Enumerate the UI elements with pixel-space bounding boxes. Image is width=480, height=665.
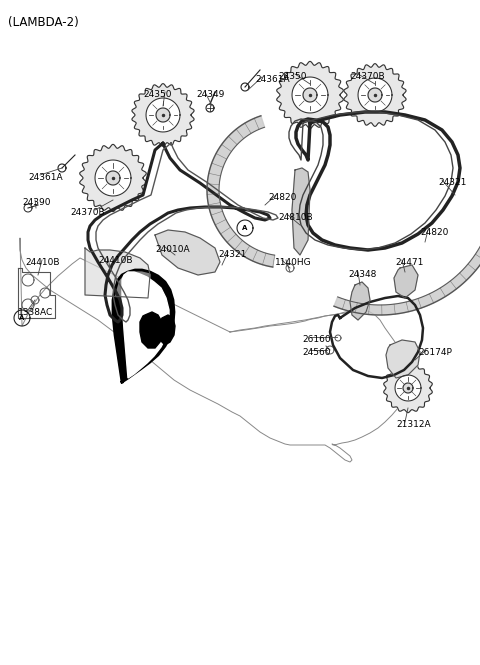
Text: 24820: 24820: [420, 228, 448, 237]
Text: 1338AC: 1338AC: [18, 308, 53, 317]
Polygon shape: [158, 315, 175, 345]
Polygon shape: [350, 282, 370, 320]
Polygon shape: [292, 168, 310, 255]
Text: 1140HG: 1140HG: [275, 258, 312, 267]
Polygon shape: [344, 64, 406, 126]
Polygon shape: [85, 248, 150, 298]
Text: 24370B: 24370B: [350, 72, 384, 81]
Polygon shape: [403, 383, 413, 393]
Text: 21312A: 21312A: [396, 420, 431, 429]
Polygon shape: [303, 88, 317, 102]
Text: 24471: 24471: [395, 258, 423, 267]
Polygon shape: [384, 363, 432, 413]
Text: (LAMBDA-2): (LAMBDA-2): [8, 16, 79, 29]
Polygon shape: [334, 170, 480, 315]
Polygon shape: [358, 78, 392, 112]
Text: 24349: 24349: [196, 90, 224, 99]
Text: A: A: [242, 225, 248, 231]
Text: 24810B: 24810B: [278, 213, 312, 222]
Polygon shape: [386, 340, 420, 378]
Text: 24361A: 24361A: [255, 75, 289, 84]
Text: 26174P: 26174P: [418, 348, 452, 357]
Text: 24820: 24820: [268, 193, 296, 202]
Polygon shape: [146, 98, 180, 132]
Text: 26160: 26160: [302, 335, 331, 344]
Polygon shape: [368, 88, 382, 102]
Text: 24348: 24348: [348, 270, 376, 279]
Text: 24390: 24390: [22, 198, 50, 207]
Polygon shape: [106, 171, 120, 185]
Text: 24560: 24560: [302, 348, 331, 357]
Text: 24350: 24350: [143, 90, 171, 99]
Text: 24370B: 24370B: [70, 208, 105, 217]
Polygon shape: [292, 77, 328, 113]
Text: 24410B: 24410B: [25, 258, 60, 267]
Polygon shape: [155, 230, 220, 275]
Text: 24321: 24321: [218, 250, 246, 259]
Text: 24010A: 24010A: [155, 245, 190, 254]
Polygon shape: [277, 61, 343, 128]
Text: 24361A: 24361A: [28, 173, 62, 182]
Polygon shape: [207, 116, 275, 267]
Text: 24321: 24321: [438, 178, 467, 187]
Text: 24410B: 24410B: [98, 256, 132, 265]
Polygon shape: [113, 270, 174, 382]
Polygon shape: [80, 144, 146, 211]
Polygon shape: [132, 84, 194, 146]
Polygon shape: [140, 312, 163, 348]
Text: A: A: [19, 315, 24, 321]
Polygon shape: [122, 272, 169, 378]
Polygon shape: [395, 375, 421, 401]
Text: 24350: 24350: [278, 72, 307, 81]
Polygon shape: [394, 265, 418, 298]
Polygon shape: [156, 108, 170, 122]
Polygon shape: [95, 160, 131, 196]
